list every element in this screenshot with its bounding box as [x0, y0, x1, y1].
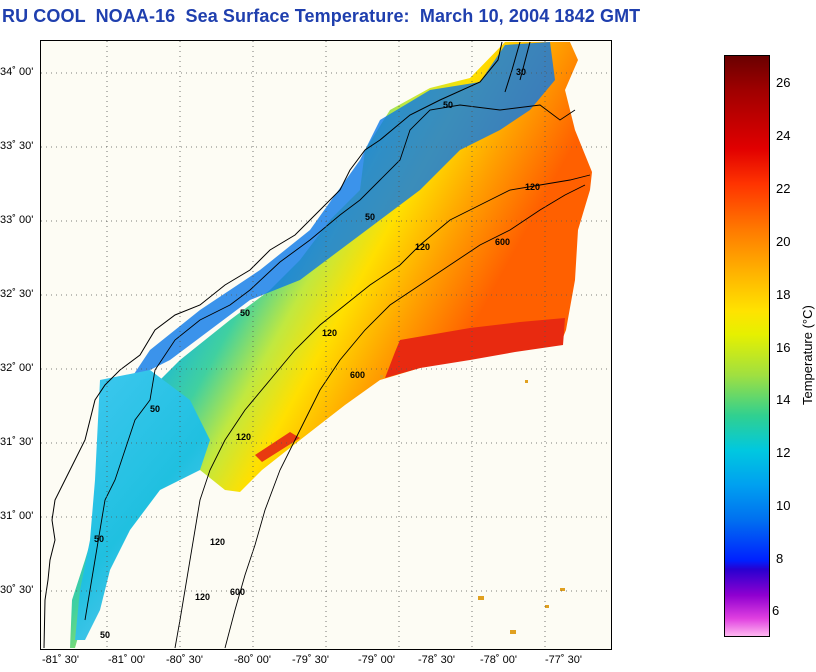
contour-label: 120 — [322, 328, 337, 338]
contour-label: 120 — [236, 432, 251, 442]
lat-label: 31˚ 00' — [0, 510, 34, 522]
colorbar-tick: 6 — [772, 603, 780, 618]
contour-label: 50 — [443, 100, 453, 110]
colorbar-tick: 22 — [776, 181, 791, 196]
lon-label: -81˚ 00' — [108, 654, 145, 666]
contour-label: 50 — [150, 404, 160, 414]
lat-label: 30˚ 30' — [0, 584, 34, 596]
colorbar-tick: 10 — [776, 498, 791, 513]
contour-label: 120 — [210, 537, 225, 547]
lat-label: 34˚ 00' — [0, 66, 34, 78]
lat-label: 33˚ 00' — [0, 214, 34, 226]
colorbar-tick: 26 — [776, 75, 791, 90]
coastal-water — [130, 42, 555, 380]
south-water — [75, 370, 210, 640]
contour-600 — [224, 184, 586, 649]
lon-label: -79˚ 00' — [358, 654, 395, 666]
map-title: RU COOL NOAA-16 Sea Surface Temperature:… — [2, 6, 641, 26]
contour-label: 50 — [240, 308, 250, 318]
colorbar-tick: 12 — [776, 445, 791, 460]
contour-120 — [174, 174, 591, 649]
lat-label: 33˚ 30' — [0, 140, 34, 152]
colorbar-tick: 24 — [776, 128, 791, 143]
colorbar-tick: 14 — [776, 392, 791, 407]
colorbar-tick: 8 — [776, 551, 784, 566]
contour-label: 120 — [195, 592, 210, 602]
lon-label: -80˚ 00' — [234, 654, 271, 666]
lon-label: -78˚ 30' — [418, 654, 455, 666]
contour-label: 600 — [495, 237, 510, 247]
offshore-pixels — [380, 375, 565, 634]
lon-label: -77˚ 30' — [545, 654, 582, 666]
lon-label: -81˚ 30' — [42, 654, 79, 666]
contour-label: 600 — [350, 370, 365, 380]
warm-band — [385, 318, 565, 378]
contour-label: 600 — [230, 587, 245, 597]
colorbar-label: Temperature (°C) — [800, 305, 815, 405]
contour-label: 50 — [365, 212, 375, 222]
lat-label: 32˚ 00' — [0, 362, 34, 374]
contour-label: 50 — [94, 534, 104, 544]
lat-label: 31˚ 30' — [0, 436, 34, 448]
sst-swath — [70, 42, 592, 648]
warm-streak — [255, 432, 300, 462]
graticule — [41, 41, 611, 649]
lon-label: -78˚ 00' — [480, 654, 517, 666]
lon-label: -79˚ 30' — [292, 654, 329, 666]
outer-banks — [504, 41, 531, 93]
contour-label: 50 — [100, 630, 110, 640]
lon-label: -80˚ 30' — [166, 654, 203, 666]
contour-label: 120 — [415, 242, 430, 252]
colorbar-tick: 20 — [776, 234, 791, 249]
contour-label: 30 — [516, 67, 526, 77]
contour-50 — [84, 104, 576, 621]
contour-label: 120 — [525, 182, 540, 192]
colorbar-tick: 16 — [776, 340, 791, 355]
temperature-colorbar — [724, 55, 770, 637]
coastline — [43, 41, 503, 649]
colorbar-tick: 18 — [776, 287, 791, 302]
lat-label: 32˚ 30' — [0, 288, 34, 300]
